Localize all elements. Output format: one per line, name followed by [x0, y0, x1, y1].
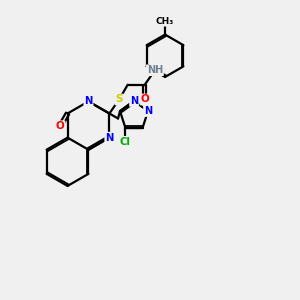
- Text: S: S: [116, 94, 123, 104]
- Text: NH: NH: [147, 65, 163, 75]
- Text: N: N: [105, 133, 114, 142]
- Text: N: N: [130, 96, 138, 106]
- Text: O: O: [56, 121, 64, 131]
- Text: Cl: Cl: [120, 137, 131, 147]
- Text: CH₃: CH₃: [156, 17, 174, 26]
- Text: O: O: [140, 94, 149, 104]
- Text: N: N: [84, 96, 93, 106]
- Text: N: N: [144, 106, 152, 116]
